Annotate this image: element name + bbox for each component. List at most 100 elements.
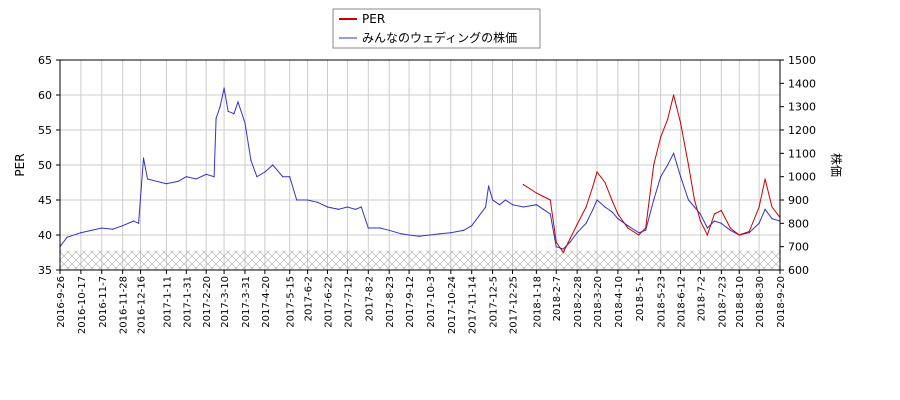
data-point (101, 227, 103, 229)
x-tick-label: 2017-5-15 (286, 276, 297, 328)
data-point (535, 204, 538, 206)
x-tick-label: 2017-6-2 (304, 276, 315, 321)
x-tick-label: 2016-10-17 (77, 276, 88, 334)
data-point (388, 229, 390, 231)
x-tick-label: 2018-8-30 (755, 276, 766, 328)
data-point (604, 181, 606, 184)
data-point (471, 225, 473, 227)
data-point (748, 232, 750, 234)
x-axis: 2016-9-26 2016-10-17 2016-11-7 2016-11-28 20… (56, 270, 787, 334)
data-point (653, 199, 655, 201)
data-point (562, 251, 564, 254)
x-tick-label: 2017-2-20 (202, 276, 213, 328)
data-point (673, 94, 675, 96)
data-point (195, 178, 197, 180)
data-point (264, 171, 266, 173)
left-tick-label: 55 (38, 124, 52, 137)
data-point (289, 176, 291, 178)
data-point (617, 213, 619, 215)
data-point (729, 229, 731, 231)
x-tick-label: 2017-10-3 (426, 276, 437, 328)
series-0 (60, 87, 780, 250)
data-point (576, 223, 578, 226)
data-point (418, 235, 420, 237)
data-point (233, 113, 235, 115)
x-tick-label: 2017-3-10 (220, 276, 231, 328)
right-tick-label: 1300 (788, 101, 816, 114)
data-point (66, 236, 68, 238)
data-point (764, 178, 766, 180)
data-point (611, 211, 613, 213)
x-tick-label: 2017-9-12 (405, 276, 416, 328)
data-point (367, 227, 369, 229)
data-point (165, 183, 167, 185)
data-point (617, 218, 619, 220)
hatched-band (60, 250, 780, 270)
left-tick-label: 35 (38, 264, 52, 277)
x-tick-label: 2018-9-20 (776, 276, 787, 328)
data-point (511, 204, 514, 206)
x-tick-label: 2017-8-23 (385, 276, 396, 328)
data-point (627, 225, 629, 227)
data-point (307, 199, 309, 201)
data-point (429, 234, 431, 236)
data-point (738, 234, 740, 236)
data-point (215, 117, 217, 119)
data-point (660, 176, 662, 178)
x-tick-label: 2016-9-26 (56, 276, 67, 328)
x-tick-label: 2018-7-23 (717, 276, 728, 328)
data-point (91, 229, 93, 231)
data-point (354, 208, 356, 210)
data-point (713, 220, 716, 222)
right-tick-label: 900 (788, 194, 809, 207)
right-axis: 600 700 800 900 1000 1100 1200 1300 1400 1500 (780, 54, 816, 277)
x-tick-label: 2016-11-7 (98, 276, 109, 328)
data-point (771, 206, 773, 208)
left-tick-label: 60 (38, 89, 52, 102)
x-tick-label: 2018-2-28 (573, 276, 584, 328)
x-tick-label: 2016-12-16 (137, 276, 148, 334)
data-point (488, 185, 490, 187)
data-point (223, 87, 225, 89)
right-tick-label: 800 (788, 217, 809, 230)
data-point (555, 246, 557, 248)
data-point (296, 199, 298, 201)
data-point (499, 204, 501, 206)
data-point (720, 222, 722, 224)
x-tick-label: 2018-3-20 (593, 276, 604, 328)
data-point (693, 206, 696, 208)
right-tick-label: 1200 (788, 124, 816, 137)
data-point (764, 208, 766, 210)
data-point (596, 199, 598, 201)
data-point (542, 208, 544, 210)
data-point (492, 199, 494, 201)
right-tick-label: 600 (788, 264, 809, 277)
data-point (522, 184, 525, 186)
data-point (699, 213, 702, 215)
data-point (720, 209, 722, 212)
data-point (758, 222, 760, 224)
data-point (680, 176, 682, 178)
data-point (326, 206, 329, 208)
data-point (604, 206, 606, 208)
data-point (592, 208, 594, 210)
data-point (562, 248, 564, 250)
data-point (522, 206, 525, 208)
data-point (667, 118, 669, 121)
data-point (638, 234, 640, 236)
data-point (627, 227, 629, 229)
data-point (272, 164, 274, 166)
data-point (138, 222, 140, 224)
data-point (317, 201, 319, 203)
x-tick-label: 2016-11-28 (119, 276, 130, 334)
x-tick-label: 2018-6-12 (677, 276, 688, 328)
data-point (611, 199, 613, 201)
data-point (142, 157, 145, 159)
x-tick-label: 2018-8-10 (735, 276, 746, 328)
x-tick-label: 2018-1-18 (532, 276, 543, 328)
data-point (408, 234, 410, 236)
legend-label-price: みんなのウェディングの株価 (362, 30, 517, 45)
right-axis-label: 株価 (829, 153, 844, 177)
left-tick-label: 45 (38, 194, 52, 207)
data-point (660, 136, 662, 138)
